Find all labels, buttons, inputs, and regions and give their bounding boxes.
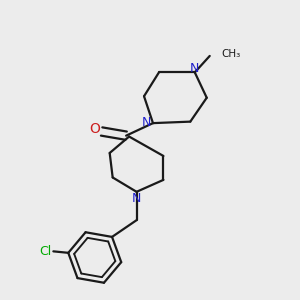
Text: Cl: Cl bbox=[39, 245, 51, 258]
Text: O: O bbox=[90, 122, 101, 136]
Text: N: N bbox=[132, 192, 141, 205]
Text: CH₃: CH₃ bbox=[221, 50, 240, 59]
Text: N: N bbox=[190, 62, 200, 75]
Text: N: N bbox=[142, 116, 151, 129]
